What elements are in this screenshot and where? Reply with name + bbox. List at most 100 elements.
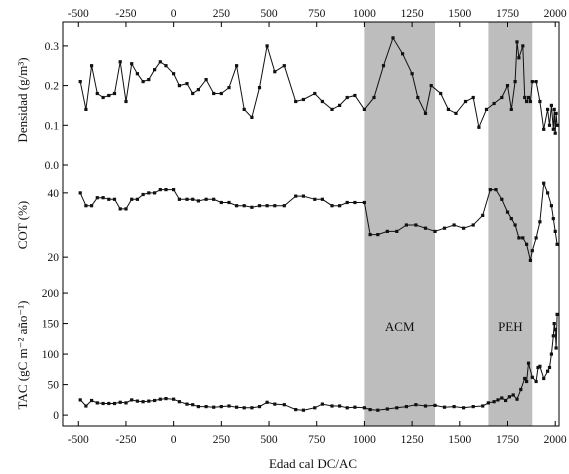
data-point [471,95,475,100]
data-point [95,196,99,200]
data-point [185,82,189,86]
x-tick-label-top: 1250 [401,8,424,20]
data-point [153,398,157,403]
series-line-panel-2 [79,183,558,261]
y-tick-label: 0.3 [45,41,60,53]
data-point [158,397,162,401]
data-point [265,400,269,404]
data-point [525,242,529,246]
data-point [273,402,277,406]
data-point [439,91,443,96]
band-label-peh: PEH [498,319,523,334]
data-point [414,223,418,227]
data-point [90,204,94,208]
data-point [462,226,466,230]
data-point [530,249,534,253]
data-point [282,403,286,407]
data-point [416,95,420,100]
data-point [536,365,540,370]
data-point [404,223,408,227]
data-point [250,205,254,209]
data-point [112,197,117,201]
data-point [235,405,239,409]
data-point [515,397,519,401]
data-point [507,395,511,399]
x-tick-label-bottom: -250 [115,434,136,446]
data-point [107,401,111,406]
data-point [542,127,546,131]
data-point [212,405,216,409]
data-point [423,404,428,408]
data-point [552,107,556,111]
data-point [362,406,366,410]
x-tick-label-top: 1500 [448,8,471,20]
axis-titles: Edad cal DC/AC Densidad (g/m³) COT (%) TAC… [15,57,357,471]
data-point [141,400,145,404]
data-point [433,403,437,407]
data-point [95,401,99,405]
data-point [227,404,231,408]
x-tick-label-bottom: 2000 [544,434,567,446]
data-point [376,408,380,412]
x-tick-label-top: 0 [171,8,177,20]
x-tick-label-top: 500 [260,8,278,20]
data-point [486,401,490,405]
x-tick-label-bottom: 1000 [353,434,376,446]
data-point [488,188,492,192]
data-point [338,103,342,107]
data-point [78,191,82,195]
data-point [219,200,223,205]
data-point [525,379,529,384]
data-point [505,210,510,214]
data-point [130,398,134,402]
data-point [376,233,380,237]
data-point [196,199,200,203]
data-point [265,44,269,48]
data-point [404,405,408,409]
y-tick-label: 100 [42,349,60,361]
data-point [528,258,532,262]
data-point [204,197,208,201]
data-point [538,220,542,224]
x-tick-label-top: -250 [115,8,136,20]
data-point [381,64,386,68]
data-point [555,242,559,246]
data-point [452,405,456,409]
data-point [90,398,94,403]
data-point [242,107,246,111]
data-point [534,379,538,384]
data-point [395,229,399,233]
data-point [141,80,145,84]
data-point [555,312,559,316]
data-point [265,204,269,208]
data-point [492,400,496,404]
data-point [481,213,485,217]
data-point [204,78,208,82]
x-tick-label-top: 2000 [544,8,567,20]
data-point [517,236,521,240]
data-point [130,62,134,66]
data-point [345,95,349,100]
data-point [147,191,151,195]
data-point [147,78,151,82]
data-point [320,99,324,104]
data-point [368,233,372,237]
data-point [282,204,286,208]
data-point [124,99,128,104]
data-point [301,97,305,102]
data-point [546,191,550,195]
data-point [101,95,105,100]
data-point [84,404,88,408]
data-point [372,95,376,100]
data-point [385,407,389,411]
data-point [423,226,428,230]
data-point [515,40,519,44]
data-point [345,200,349,205]
data-point [313,91,317,96]
y-tick-label: 40 [48,188,60,200]
data-point [504,398,508,403]
data-point [353,405,357,409]
x-axis-title: Edad cal DC/AC [269,456,357,471]
data-point [118,60,122,64]
data-point [553,229,557,233]
